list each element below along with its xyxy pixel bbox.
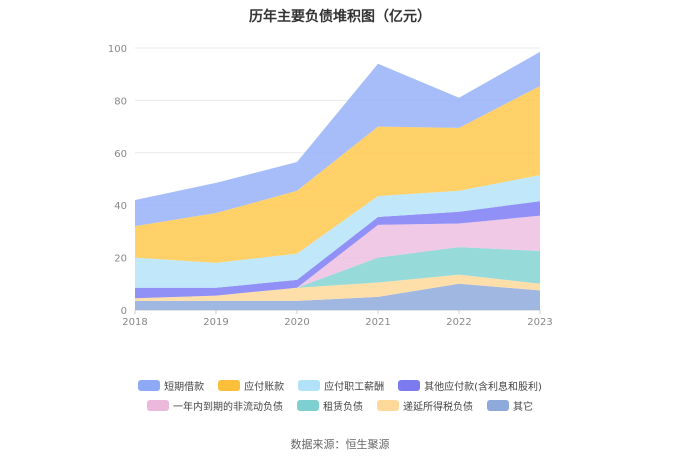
chart-title: 历年主要负债堆积图（亿元） <box>249 9 431 25</box>
legend-swatch <box>398 380 421 391</box>
x-tick-label: 2019 <box>203 317 228 328</box>
legend-item[interactable]: 应付账款 <box>218 378 284 393</box>
legend-swatch <box>298 380 321 391</box>
y-tick-label: 100 <box>108 44 127 55</box>
area-series-4 <box>135 215 540 299</box>
legend-label: 应付账款 <box>244 382 285 393</box>
legend-item[interactable]: 递延所得税负债 <box>377 398 473 413</box>
legend-label: 一年内到期的非流动负债 <box>173 402 283 413</box>
stacked-area-chart: 0 20 40 60 80 100 2018 2019 2020 2021 2022 2023 <box>108 44 553 328</box>
legend-swatch <box>138 380 161 391</box>
legend-row-1: 短期借款 应付账款 应付职工薪酬 其他应付款(含利息和股利) <box>0 378 680 393</box>
y-tick-label: 20 <box>114 254 127 265</box>
y-tick-label: 60 <box>114 149 127 160</box>
area-series-6 <box>135 175 540 288</box>
legend-label: 租赁负债 <box>323 402 363 413</box>
area-series-3 <box>135 247 540 299</box>
y-tick-label: 80 <box>114 96 127 107</box>
y-tick-label: 0 <box>121 306 127 317</box>
area-series-1 <box>135 283 540 310</box>
legend-item[interactable]: 其他应付款(含利息和股利) <box>398 378 542 393</box>
legend-label: 递延所得税负债 <box>403 402 473 413</box>
legend-swatch <box>297 400 319 411</box>
legend-item[interactable]: 应付职工薪酬 <box>298 378 384 393</box>
area-series-8 <box>135 51 540 227</box>
x-tick-label: 2022 <box>446 317 471 328</box>
area-series-7 <box>135 85 540 263</box>
x-tick-label: 2021 <box>365 317 390 328</box>
legend-row-2: 一年内到期的非流动负债 租赁负债 递延所得税负债 其它 <box>0 398 680 413</box>
legend-item[interactable]: 其它 <box>487 398 533 413</box>
legend-item[interactable]: 租赁负债 <box>297 398 363 413</box>
legend-label: 其他应付款(含利息和股利) <box>424 382 542 393</box>
x-tick-label: 2018 <box>122 317 147 328</box>
legend-item[interactable]: 短期借款 <box>138 378 204 393</box>
data-source-note: 数据来源：恒生聚源 <box>290 438 390 451</box>
legend-swatch <box>218 380 241 391</box>
x-tick-label: 2023 <box>527 317 552 328</box>
x-tick-label: 2020 <box>284 317 309 328</box>
legend-swatch <box>147 400 169 411</box>
legend-swatch <box>487 400 509 411</box>
legend-label: 应付职工薪酬 <box>324 382 385 393</box>
y-tick-label: 40 <box>114 201 127 212</box>
legend-swatch <box>377 400 399 411</box>
legend-label: 其它 <box>513 402 533 413</box>
legend-label: 短期借款 <box>164 382 205 393</box>
area-series-2 <box>135 274 540 301</box>
legend-item[interactable]: 一年内到期的非流动负债 <box>147 398 283 413</box>
area-series-5 <box>135 201 540 299</box>
